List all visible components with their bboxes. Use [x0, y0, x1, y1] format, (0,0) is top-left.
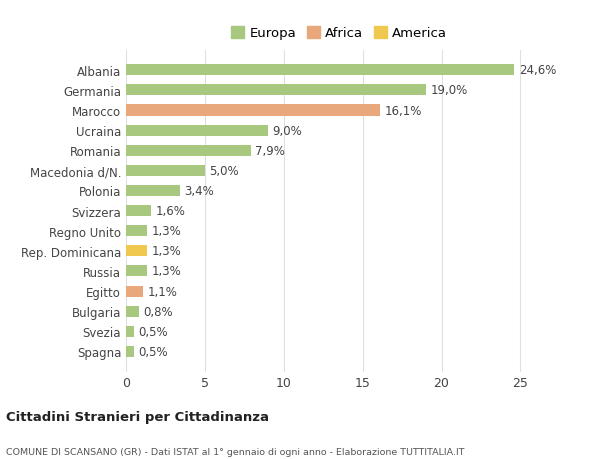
Bar: [126, 185, 179, 196]
Bar: [126, 146, 251, 157]
Text: 1,3%: 1,3%: [151, 245, 181, 258]
Bar: [126, 125, 268, 136]
Text: 1,3%: 1,3%: [151, 265, 181, 278]
Bar: [126, 306, 139, 317]
Bar: [126, 105, 380, 116]
Text: 24,6%: 24,6%: [519, 64, 556, 77]
Bar: [126, 246, 146, 257]
Text: 1,3%: 1,3%: [151, 225, 181, 238]
Bar: [126, 165, 205, 177]
Text: 5,0%: 5,0%: [209, 164, 239, 178]
Text: Cittadini Stranieri per Cittadinanza: Cittadini Stranieri per Cittadinanza: [6, 410, 269, 423]
Bar: [126, 326, 134, 337]
Text: COMUNE DI SCANSANO (GR) - Dati ISTAT al 1° gennaio di ogni anno - Elaborazione T: COMUNE DI SCANSANO (GR) - Dati ISTAT al …: [6, 448, 464, 456]
Text: 9,0%: 9,0%: [273, 124, 302, 137]
Text: 19,0%: 19,0%: [431, 84, 468, 97]
Text: 0,5%: 0,5%: [139, 345, 168, 358]
Text: 1,1%: 1,1%: [148, 285, 178, 298]
Bar: [126, 286, 143, 297]
Bar: [126, 226, 146, 237]
Legend: Europa, Africa, America: Europa, Africa, America: [226, 22, 452, 45]
Bar: [126, 85, 426, 96]
Bar: [126, 65, 514, 76]
Bar: [126, 266, 146, 277]
Text: 7,9%: 7,9%: [256, 145, 285, 157]
Text: 0,8%: 0,8%: [143, 305, 173, 318]
Text: 16,1%: 16,1%: [385, 104, 422, 117]
Text: 1,6%: 1,6%: [156, 205, 186, 218]
Bar: [126, 206, 151, 217]
Bar: [126, 346, 134, 357]
Text: 0,5%: 0,5%: [139, 325, 168, 338]
Text: 3,4%: 3,4%: [184, 185, 214, 197]
